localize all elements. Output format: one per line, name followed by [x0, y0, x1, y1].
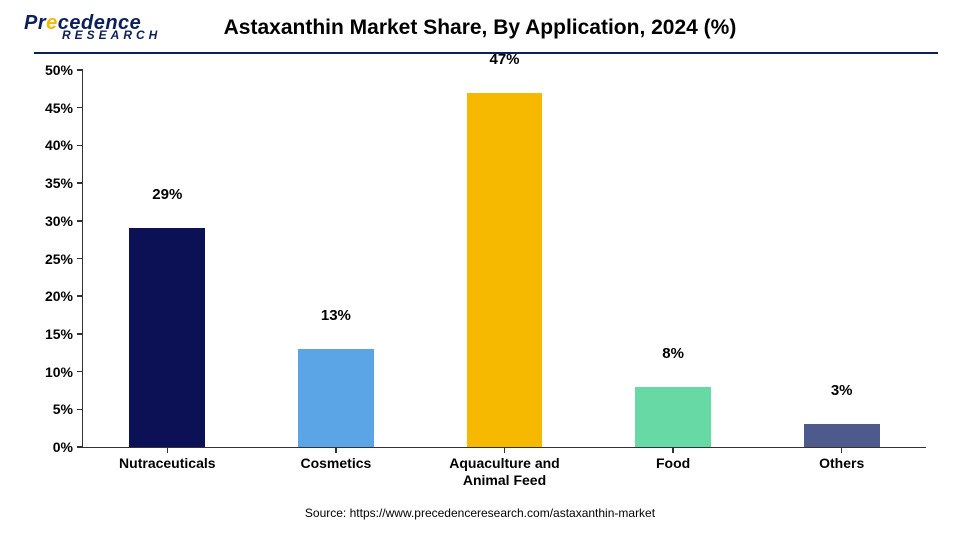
chart-plot-area: 0%5%10%15%20%25%30%35%40%45%50%29%Nutrac… [82, 70, 926, 448]
bar-value-label: 47% [489, 51, 519, 72]
y-axis-tick-mark [77, 145, 83, 147]
y-axis-tick-mark [77, 446, 83, 448]
bar-value-label: 29% [152, 186, 182, 207]
y-axis-tick-mark [77, 333, 83, 335]
bar [129, 228, 205, 447]
x-axis-tick-mark [167, 447, 169, 453]
bar-value-label: 13% [321, 307, 351, 328]
title-divider [34, 52, 938, 54]
x-axis-tick-mark [504, 447, 506, 453]
y-axis-tick-mark [77, 220, 83, 222]
y-axis-tick-mark [77, 371, 83, 373]
y-axis-tick-mark [77, 409, 83, 411]
bar-value-label: 8% [662, 345, 684, 366]
x-axis-tick-mark [335, 447, 337, 453]
bar [298, 349, 374, 447]
bar [635, 387, 711, 447]
x-axis-category-label: Aquaculture andAnimal Feed [424, 447, 584, 489]
y-axis-tick-mark [77, 182, 83, 184]
y-axis-tick-mark [77, 295, 83, 297]
chart-title: Astaxanthin Market Share, By Application… [0, 16, 960, 40]
source-citation: Source: https://www.precedenceresearch.c… [0, 506, 960, 520]
x-axis-tick-mark [672, 447, 674, 453]
y-axis-tick-mark [77, 107, 83, 109]
x-axis-tick-mark [841, 447, 843, 453]
y-axis-tick-mark [77, 69, 83, 71]
bar [804, 424, 880, 447]
y-axis-tick-mark [77, 258, 83, 260]
bar-value-label: 3% [831, 382, 853, 403]
bar [467, 93, 543, 447]
